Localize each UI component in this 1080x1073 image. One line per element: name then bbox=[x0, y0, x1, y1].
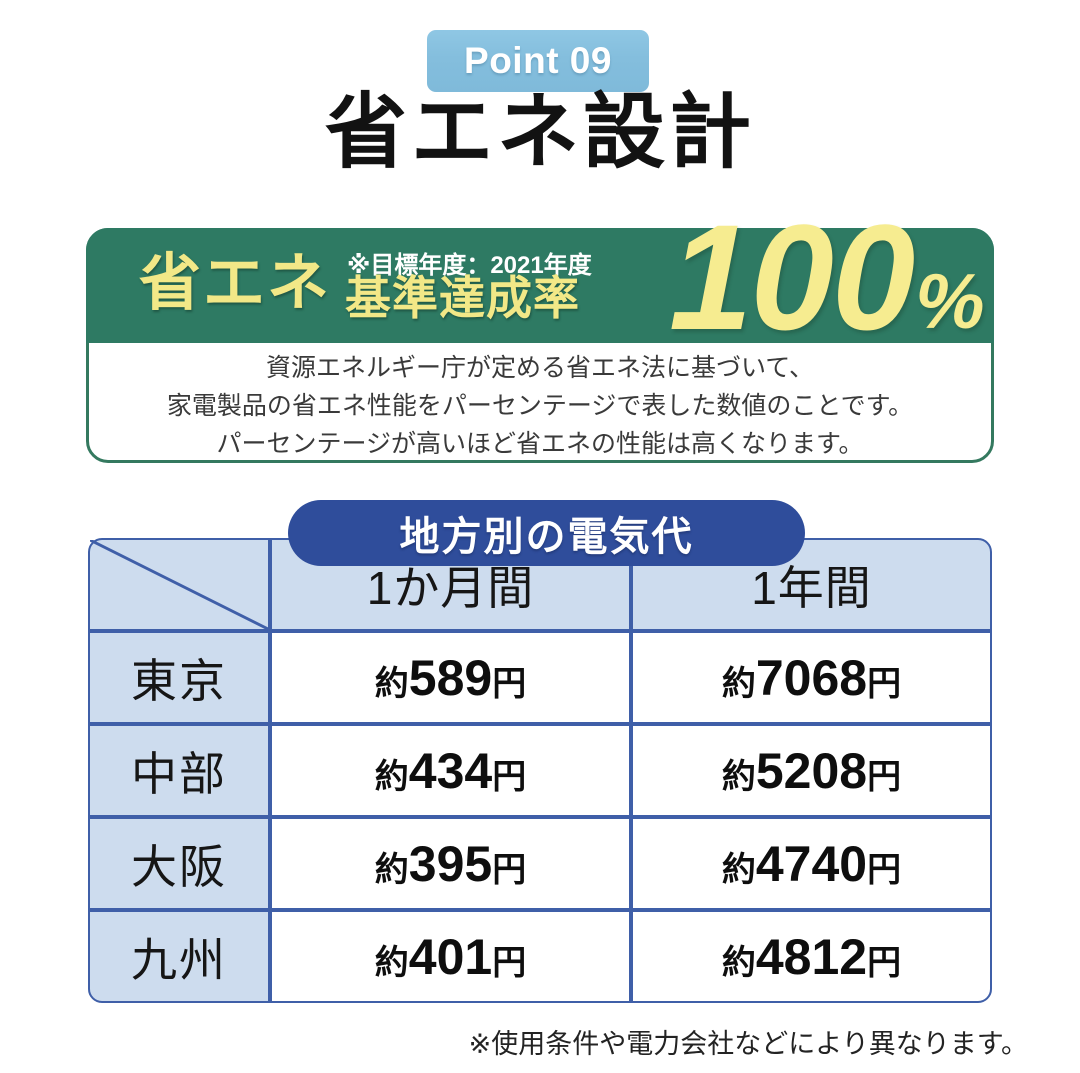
energy-saving-card: 省エネ ※目標年度：2021年度 基準達成率 100 % 資源エネルギー庁が定め… bbox=[86, 202, 994, 463]
yen-suffix: 円 bbox=[492, 757, 527, 796]
table-title-badge: 地方別の電気代 bbox=[288, 500, 805, 566]
point-badge-label: Point 09 bbox=[464, 40, 612, 81]
amount-number: 401 bbox=[408, 928, 493, 985]
percent-symbol: % bbox=[915, 257, 985, 345]
achievement-rate-value: 100 % bbox=[669, 183, 985, 361]
table-corner-cell bbox=[88, 538, 270, 631]
energy-saving-label: 省エネ bbox=[139, 249, 332, 318]
approx-prefix: 約 bbox=[374, 757, 409, 796]
electricity-cost-table: 1か月間 1年間 東京 約589円 約7068円 中部 約434円 約5208円… bbox=[88, 538, 992, 1003]
achievement-rate-label: 基準達成率 bbox=[345, 272, 580, 324]
row-header-region: 東京 bbox=[88, 631, 270, 724]
yen-suffix: 円 bbox=[867, 757, 902, 796]
yen-suffix: 円 bbox=[867, 664, 902, 703]
cell-yearly-cost: 約4740円 bbox=[631, 817, 992, 910]
cell-yearly-cost: 約7068円 bbox=[631, 631, 992, 724]
table-title-label: 地方別の電気代 bbox=[399, 515, 694, 559]
description-line-1: 資源エネルギー庁が定める省エネ法に基づいて、 bbox=[265, 354, 814, 382]
achievement-rate-number: 100 bbox=[669, 192, 915, 361]
energy-saving-banner bbox=[86, 228, 994, 343]
amount-number: 4740 bbox=[755, 835, 868, 892]
cell-monthly-cost: 約434円 bbox=[270, 724, 631, 817]
approx-prefix: 約 bbox=[374, 943, 409, 982]
row-header-region: 大阪 bbox=[88, 817, 270, 910]
energy-saving-description: 資源エネルギー庁が定める省エネ法に基づいて、 家電製品の省エネ性能をパーセンテー… bbox=[89, 349, 991, 463]
page-title: 省エネ設計 bbox=[324, 87, 755, 178]
approx-prefix: 約 bbox=[721, 757, 756, 796]
table-row: 九州 約401円 約4812円 bbox=[88, 910, 992, 1003]
approx-prefix: 約 bbox=[721, 664, 756, 703]
amount-number: 4812 bbox=[755, 928, 868, 985]
yen-suffix: 円 bbox=[492, 664, 527, 703]
approx-prefix: 約 bbox=[721, 850, 756, 889]
description-line-3: パーセンテージが高いほど省エネの性能は高くなります。 bbox=[216, 430, 864, 458]
yen-suffix: 円 bbox=[492, 943, 527, 982]
cell-monthly-cost: 約401円 bbox=[270, 910, 631, 1003]
yen-suffix: 円 bbox=[867, 850, 902, 889]
target-year-note: ※目標年度：2021年度 bbox=[347, 252, 592, 279]
amount-number: 395 bbox=[408, 835, 493, 892]
table-footnote: ※使用条件や電力会社などにより異なります。 bbox=[468, 1029, 1028, 1059]
cell-monthly-cost: 約395円 bbox=[270, 817, 631, 910]
cell-yearly-cost: 約4812円 bbox=[631, 910, 992, 1003]
approx-prefix: 約 bbox=[374, 664, 409, 703]
table-row: 東京 約589円 約7068円 bbox=[88, 631, 992, 724]
amount-number: 434 bbox=[408, 742, 493, 799]
table-row: 中部 約434円 約5208円 bbox=[88, 724, 992, 817]
amount-number: 589 bbox=[408, 649, 493, 706]
row-header-region: 中部 bbox=[88, 724, 270, 817]
row-header-region: 九州 bbox=[88, 910, 270, 1003]
description-line-2: 家電製品の省エネ性能をパーセンテージで表した数値のことです。 bbox=[166, 392, 914, 420]
approx-prefix: 約 bbox=[374, 850, 409, 889]
approx-prefix: 約 bbox=[721, 943, 756, 982]
cell-monthly-cost: 約589円 bbox=[270, 631, 631, 724]
amount-number: 5208 bbox=[755, 742, 868, 799]
point-badge: Point 09 bbox=[427, 30, 649, 92]
yen-suffix: 円 bbox=[492, 850, 527, 889]
cell-yearly-cost: 約5208円 bbox=[631, 724, 992, 817]
diagonal-divider-icon bbox=[90, 540, 268, 629]
amount-number: 7068 bbox=[755, 649, 868, 706]
table-row: 大阪 約395円 約4740円 bbox=[88, 817, 992, 910]
yen-suffix: 円 bbox=[867, 943, 902, 982]
